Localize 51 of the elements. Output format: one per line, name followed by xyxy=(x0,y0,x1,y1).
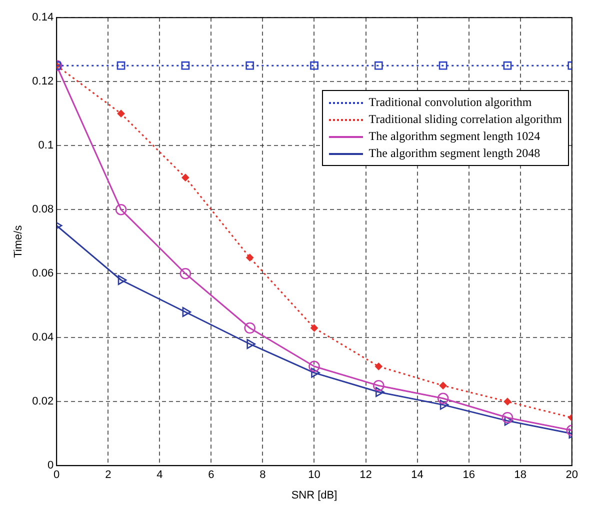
y-tick-label: 0.06 xyxy=(32,268,54,280)
point xyxy=(246,61,254,70)
y-tick-label: 0.12 xyxy=(32,76,54,88)
x-tick-label: 18 xyxy=(514,469,526,482)
y-tick-label: 0.02 xyxy=(32,396,54,408)
point xyxy=(376,387,384,397)
y-tick-label: 0.1 xyxy=(38,140,54,152)
x-axis-title: SNR [dB] xyxy=(291,489,338,502)
point xyxy=(311,368,320,378)
point xyxy=(375,362,382,370)
point xyxy=(117,110,125,118)
point xyxy=(246,339,256,349)
x-tick-label: 20 xyxy=(566,469,578,482)
point xyxy=(310,324,318,332)
point xyxy=(310,61,318,70)
x-tick-label: 2 xyxy=(105,469,112,482)
x-tick-label: 12 xyxy=(360,469,372,482)
point xyxy=(244,322,256,334)
point xyxy=(440,400,449,410)
point xyxy=(246,254,254,262)
y-tick-label: 0 xyxy=(47,460,54,472)
point xyxy=(438,61,448,70)
legend-label: Traditional convolution algorithm xyxy=(368,95,532,110)
x-tick-label: 14 xyxy=(411,469,424,482)
x-tick-label: 6 xyxy=(208,469,214,482)
y-tick-label: 0.04 xyxy=(32,332,54,344)
y-axis-title: Time/s xyxy=(12,224,25,258)
point xyxy=(116,61,126,70)
legend-label: The algorithm segment length 1024 xyxy=(368,129,540,144)
legend-label: The algorithm segment length 2048 xyxy=(368,146,540,161)
point xyxy=(373,380,384,392)
point xyxy=(180,268,192,280)
point xyxy=(118,275,127,285)
point xyxy=(439,382,447,390)
point xyxy=(374,61,383,70)
x-tick-label: 4 xyxy=(156,469,163,482)
x-tick-label: 10 xyxy=(308,469,320,482)
x-tick-label: 8 xyxy=(260,469,266,482)
x-tick-label: 16 xyxy=(462,469,475,482)
y-tick-label: 0.14 xyxy=(32,12,54,24)
point xyxy=(504,398,512,406)
y-tick-label: 0.08 xyxy=(32,204,54,216)
point xyxy=(308,360,320,372)
point xyxy=(437,392,449,404)
legend-label: Traditional sliding correlation algorithm xyxy=(368,112,562,127)
point xyxy=(181,61,190,70)
point xyxy=(503,61,512,70)
point xyxy=(502,412,514,424)
point xyxy=(182,174,190,182)
point xyxy=(115,204,127,216)
point xyxy=(182,307,192,317)
